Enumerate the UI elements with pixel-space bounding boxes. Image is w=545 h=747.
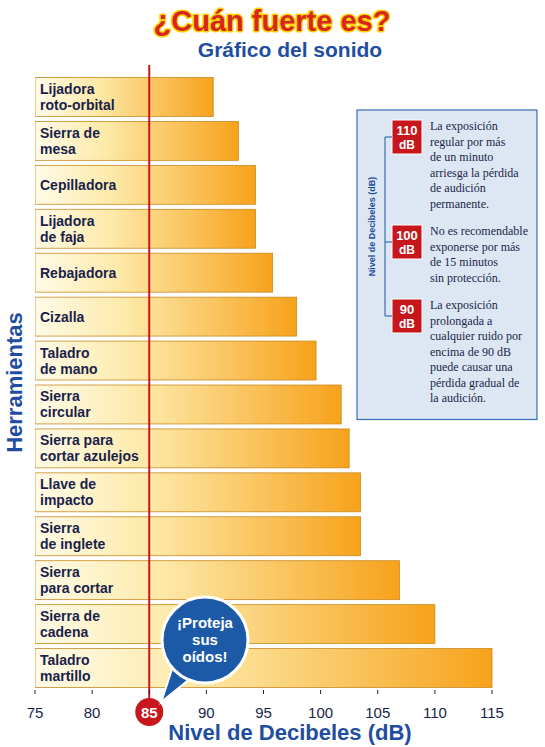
category-label: Sierra demesa [40, 125, 100, 157]
x-axis-label: Nivel de Decibeles (dB) [168, 720, 411, 745]
category-label: Rebajadora [40, 265, 116, 281]
subtitle: Gráfico del sonido [198, 38, 382, 61]
annotation-value: 100 [396, 228, 418, 243]
tick-label: 100 [308, 704, 333, 721]
tick [206, 690, 207, 694]
tick-highlight [135, 698, 163, 726]
category-label: Sierra decadena [40, 608, 100, 640]
bar [35, 561, 399, 600]
tick [92, 690, 93, 694]
annotation-box: 110dBLa exposiciónregular por másde un m… [357, 110, 537, 420]
bar [35, 341, 316, 380]
category-label: Cizalla [40, 309, 85, 325]
callout-bubble [162, 597, 248, 683]
annotation-text: La exposiciónprolongada acualquier ruido… [430, 298, 522, 405]
annotation-text: La exposiciónregular por másde un minuto… [430, 119, 519, 211]
bar [35, 649, 492, 688]
bar [35, 297, 297, 336]
category-label: Sierracircular [40, 388, 91, 420]
bar [35, 517, 361, 556]
bar [35, 253, 273, 292]
tick-label: 110 [423, 704, 447, 721]
bar [35, 78, 213, 117]
reference-line [148, 65, 150, 700]
tick [35, 690, 36, 694]
tick-label: 80 [84, 704, 101, 721]
title: ¿Cuán fuerte es? [154, 5, 391, 37]
tick [492, 690, 493, 694]
annotation-value: 110 [397, 123, 418, 138]
category-label: Taladromartillo [40, 652, 91, 684]
bar [35, 209, 256, 248]
bar [35, 473, 361, 512]
category-label: Sierrapara cortar [40, 564, 114, 596]
bar [35, 121, 238, 160]
callout-text: ¡Protejasusoídos! [177, 614, 234, 665]
tick [434, 690, 435, 694]
category-label: Llave deimpacto [40, 476, 96, 508]
tick-label: 95 [255, 704, 272, 721]
annotation-box-label: Nivel de Decibeles (dB) [367, 177, 377, 277]
category-label: Lijadoraroto-orbital [40, 81, 115, 113]
tick [263, 690, 264, 694]
tick [320, 690, 321, 694]
tick-label: 85 [141, 704, 158, 721]
annotation-frame [357, 110, 537, 420]
annotation-connector [385, 136, 392, 137]
annotation-text: No es recomendableexponerse por másde 15… [430, 224, 528, 285]
tick [149, 690, 150, 694]
category-label: Taladrode mano [40, 345, 98, 377]
annotation-connector [384, 137, 385, 316]
tick-label: 105 [365, 704, 390, 721]
annotation-unit: dB [399, 243, 415, 257]
chart: ¿Cuán fuerte es?Gráfico del sonido Herram… [0, 0, 545, 747]
annotation-badge [392, 299, 422, 333]
bar [35, 385, 341, 424]
y-axis-label: Herramientas [2, 312, 27, 453]
annotation-badge [392, 120, 422, 154]
tick-label: 115 [480, 704, 504, 721]
annotation-unit: dB [399, 317, 415, 331]
tick-label: 75 [27, 704, 44, 721]
annotation-value: 90 [400, 302, 414, 317]
annotation-connector [385, 315, 392, 316]
category-label: Sierrade inglete [40, 520, 106, 552]
category-label: Cepilladora [40, 177, 116, 193]
tick-label: 90 [198, 704, 215, 721]
category-labels: Lijadoraroto-orbital Sierra demesa Cepilla… [40, 81, 139, 684]
annotation-badge [392, 225, 422, 259]
bar [35, 429, 349, 468]
category-label: Lijadorade faja [40, 213, 95, 245]
annotation-unit: dB [399, 138, 415, 152]
category-label: Sierra paracortar azulejos [40, 432, 139, 464]
annotation-connector [385, 241, 392, 242]
tick [377, 690, 378, 694]
bar [35, 165, 256, 204]
